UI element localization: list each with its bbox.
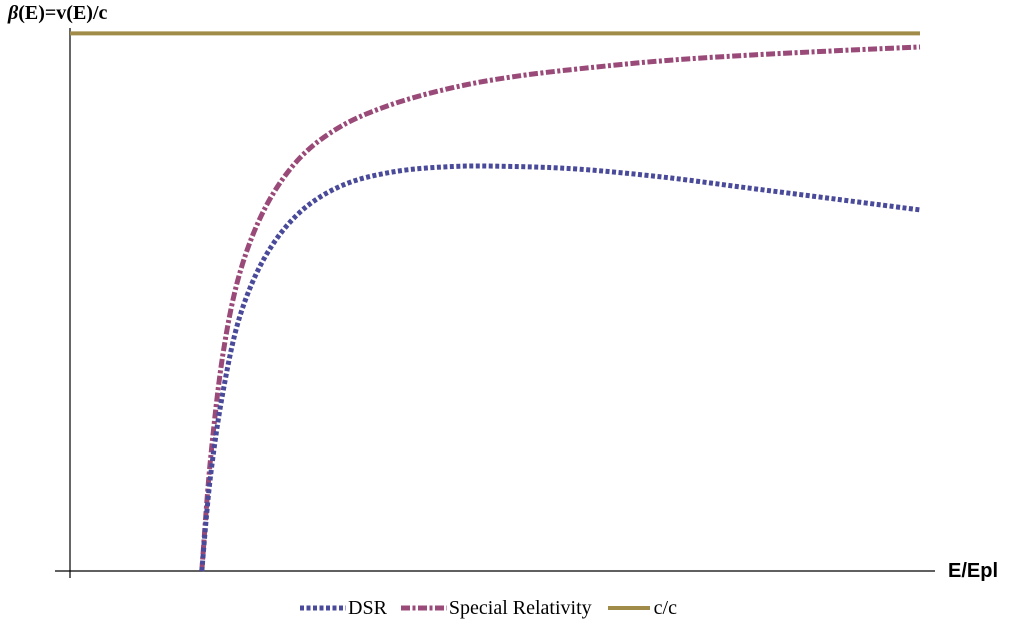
legend-swatch-special-relativity xyxy=(400,605,447,611)
series-line-special-relativity xyxy=(199,44,921,572)
legend-label-special-relativity: Special Relativity xyxy=(448,596,592,619)
y-axis-label-rest: (E)=v(E)/c xyxy=(18,2,108,24)
series-layer xyxy=(70,31,921,572)
y-axis-label-beta: β xyxy=(8,2,19,24)
legend-label-c-over-c: c/c xyxy=(653,596,677,619)
series-line-dsr xyxy=(199,163,921,572)
legend-item-special-relativity: Special Relativity xyxy=(400,596,592,620)
legend-item-c-over-c: c/c xyxy=(606,597,677,620)
x-axis-label: E/Epl xyxy=(948,560,999,582)
legend-swatch-c-over-c xyxy=(607,606,650,610)
axes xyxy=(55,28,935,578)
legend-swatch-dsr xyxy=(300,605,346,611)
legend-label-dsr: DSR xyxy=(348,596,387,619)
legend: DSR Special Relativity c/c xyxy=(300,596,691,620)
legend-item-dsr: DSR xyxy=(300,597,387,620)
y-axis-label: β(E)=v(E)/c xyxy=(8,2,107,25)
